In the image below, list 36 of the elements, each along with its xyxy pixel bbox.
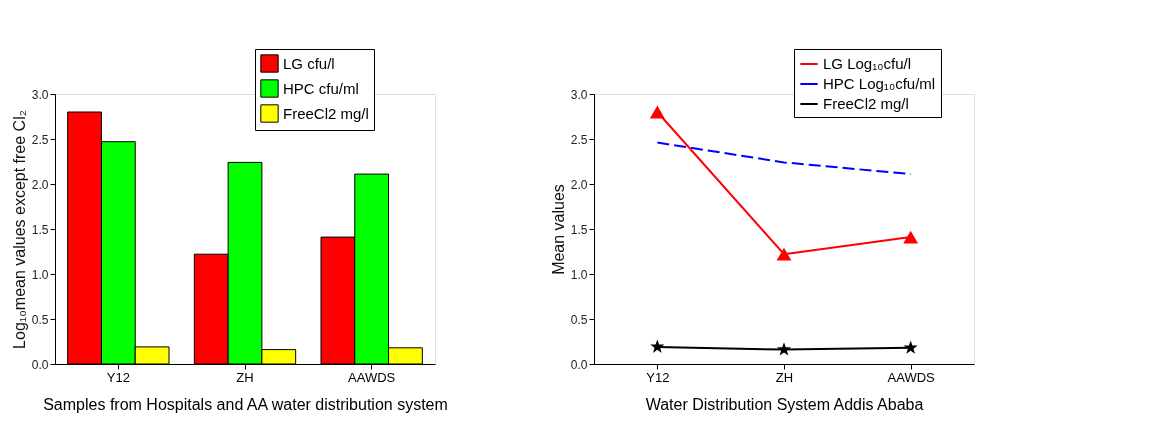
y-tick-label: 1.5 bbox=[31, 222, 49, 237]
y-tick-label: 1.0 bbox=[31, 267, 49, 282]
point bbox=[903, 230, 919, 244]
y-axis-title: Log₁₀mean values except free Cl₂ bbox=[10, 110, 28, 349]
point bbox=[649, 105, 665, 119]
y-tick-label: 3.0 bbox=[570, 87, 588, 102]
legend-label: FreeCl2 mg/l bbox=[823, 95, 909, 112]
point bbox=[903, 340, 918, 354]
y-tick-label: 2.5 bbox=[31, 132, 49, 147]
y-tick-label: 1.5 bbox=[570, 222, 588, 237]
legend-label: LG Log₁₀cfu/l bbox=[823, 55, 912, 72]
y-tick-label: 0.0 bbox=[31, 357, 49, 372]
legend-label: HPC cfu/ml bbox=[283, 79, 359, 97]
x-axis-title: Samples from Hospitals and AA water distribution system bbox=[43, 395, 448, 413]
y-tick-label: 2.0 bbox=[31, 177, 49, 192]
y-tick-label: 1.0 bbox=[570, 267, 588, 282]
y-tick-label: 3.0 bbox=[31, 87, 49, 102]
y-tick-label: 0.0 bbox=[570, 357, 588, 372]
y-tick-label: 2.5 bbox=[570, 132, 588, 147]
x-tick-label: Y12 bbox=[646, 369, 670, 385]
point bbox=[776, 342, 792, 356]
y-tick-label: 0.5 bbox=[570, 312, 588, 327]
y-axis-title: Mean values bbox=[549, 184, 567, 275]
x-tick-label: ZH bbox=[236, 369, 254, 385]
x-tick-label: Y12 bbox=[106, 369, 130, 385]
x-tick-label: AAWDS bbox=[348, 369, 396, 385]
x-axis-title: Water Distribution System Addis Ababa bbox=[645, 395, 924, 413]
y-tick-label: 0.5 bbox=[31, 312, 49, 327]
x-tick-label: AAWDS bbox=[887, 369, 936, 385]
x-tick-label: ZH bbox=[775, 369, 794, 385]
legend-label: LG cfu/l bbox=[283, 54, 335, 72]
legend-label: FreeCl2 mg/l bbox=[283, 104, 369, 122]
point bbox=[650, 339, 665, 353]
y-tick-label: 2.0 bbox=[570, 177, 588, 192]
point bbox=[776, 247, 792, 261]
legend-label: HPC Log₁₀cfu/ml bbox=[823, 75, 936, 92]
